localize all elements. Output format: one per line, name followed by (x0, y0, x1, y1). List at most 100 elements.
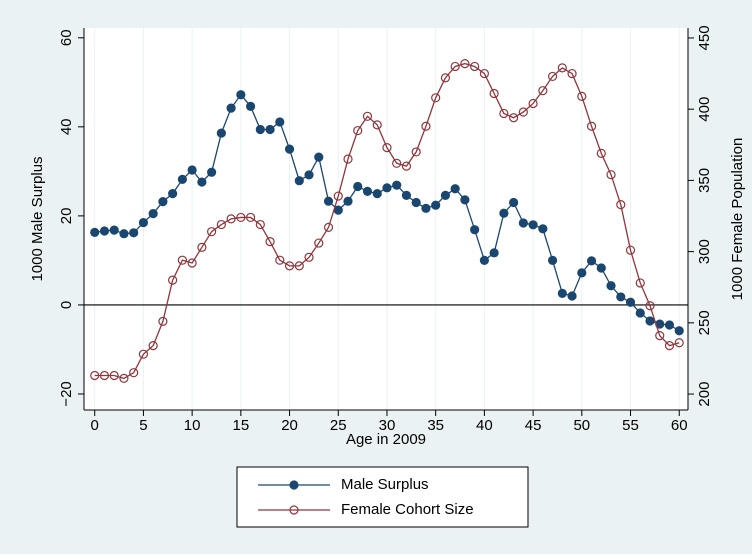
marker (489, 248, 499, 258)
marker (294, 261, 304, 271)
y2-axis-title: 1000 Female Population (729, 138, 746, 301)
series-line (94, 62, 680, 380)
marker (168, 189, 178, 199)
marker (557, 288, 567, 298)
legend-label: Female Cohort Size (341, 501, 474, 518)
legend-marker (289, 480, 299, 490)
x-tick-label: 20 (281, 417, 298, 434)
marker (499, 108, 509, 119)
marker (353, 125, 363, 136)
y2-tick-label: 300 (696, 239, 713, 264)
marker (119, 373, 129, 383)
x-axis-title: Age in 2009 (346, 431, 426, 448)
marker (450, 61, 460, 72)
marker (197, 242, 207, 252)
marker (635, 278, 645, 288)
marker (596, 263, 606, 273)
marker (528, 98, 538, 109)
marker (255, 124, 265, 135)
marker (674, 326, 684, 336)
marker (538, 224, 548, 234)
marker (392, 180, 402, 190)
marker (323, 196, 334, 206)
marker (606, 281, 616, 291)
marker (343, 154, 353, 164)
marker (119, 229, 129, 239)
marker (411, 147, 421, 157)
y-tick-label: 20 (58, 208, 75, 225)
marker (216, 219, 226, 230)
marker (138, 217, 149, 228)
legend-label: Male Surplus (341, 476, 429, 493)
marker (460, 195, 470, 205)
marker (294, 176, 304, 186)
marker (518, 218, 528, 228)
marker (625, 297, 636, 307)
marker (138, 349, 149, 359)
x-tick-label: 5 (139, 417, 147, 434)
marker (275, 255, 285, 265)
marker (129, 228, 139, 238)
marker (616, 292, 626, 302)
marker (216, 128, 226, 138)
marker (129, 368, 139, 378)
marker (606, 170, 616, 180)
y2-tick-label: 450 (696, 25, 713, 50)
marker (245, 101, 256, 111)
marker (90, 227, 100, 237)
x-tick-label: 15 (233, 417, 250, 434)
x-tick-label: 0 (91, 417, 99, 434)
marker (664, 320, 675, 330)
x-tick-label: 30 (379, 417, 396, 434)
legend-box (236, 466, 529, 528)
marker (99, 226, 110, 236)
marker (177, 174, 187, 184)
marker (382, 143, 392, 153)
x-tick-label: 10 (184, 417, 201, 434)
marker (99, 370, 110, 381)
x-tick-label: 45 (525, 417, 542, 434)
marker (401, 190, 412, 201)
x-tick-label: 60 (671, 417, 688, 434)
marker (616, 200, 626, 210)
marker (411, 197, 421, 208)
marker (470, 225, 480, 235)
marker (109, 370, 119, 381)
marker (431, 93, 441, 103)
marker (148, 341, 158, 351)
marker (655, 331, 665, 341)
marker (187, 165, 197, 175)
marker (314, 152, 324, 162)
marker (567, 68, 577, 79)
marker (362, 111, 373, 121)
marker (304, 170, 314, 180)
y2-tick-label: 200 (696, 382, 713, 407)
marker (109, 225, 119, 235)
x-tick-label: 25 (330, 417, 347, 434)
marker (148, 209, 158, 219)
y-tick-label: −20 (58, 381, 75, 406)
y2-tick-label: 250 (696, 310, 713, 335)
marker (314, 238, 324, 248)
marker (168, 275, 178, 285)
plot-area (84, 28, 688, 410)
marker (547, 255, 558, 266)
x-tick-label: 50 (573, 417, 590, 434)
marker (547, 71, 558, 82)
marker (372, 120, 382, 130)
marker (236, 90, 246, 100)
marker (499, 208, 509, 218)
marker (586, 256, 597, 266)
marker (177, 255, 187, 265)
marker (509, 197, 519, 208)
marker (226, 103, 236, 113)
marker (450, 184, 460, 194)
x-tick-label: 35 (427, 417, 444, 434)
marker (528, 220, 538, 230)
marker (197, 177, 207, 187)
marker (431, 200, 441, 210)
marker (567, 291, 577, 301)
marker (392, 158, 402, 168)
marker (596, 148, 606, 158)
